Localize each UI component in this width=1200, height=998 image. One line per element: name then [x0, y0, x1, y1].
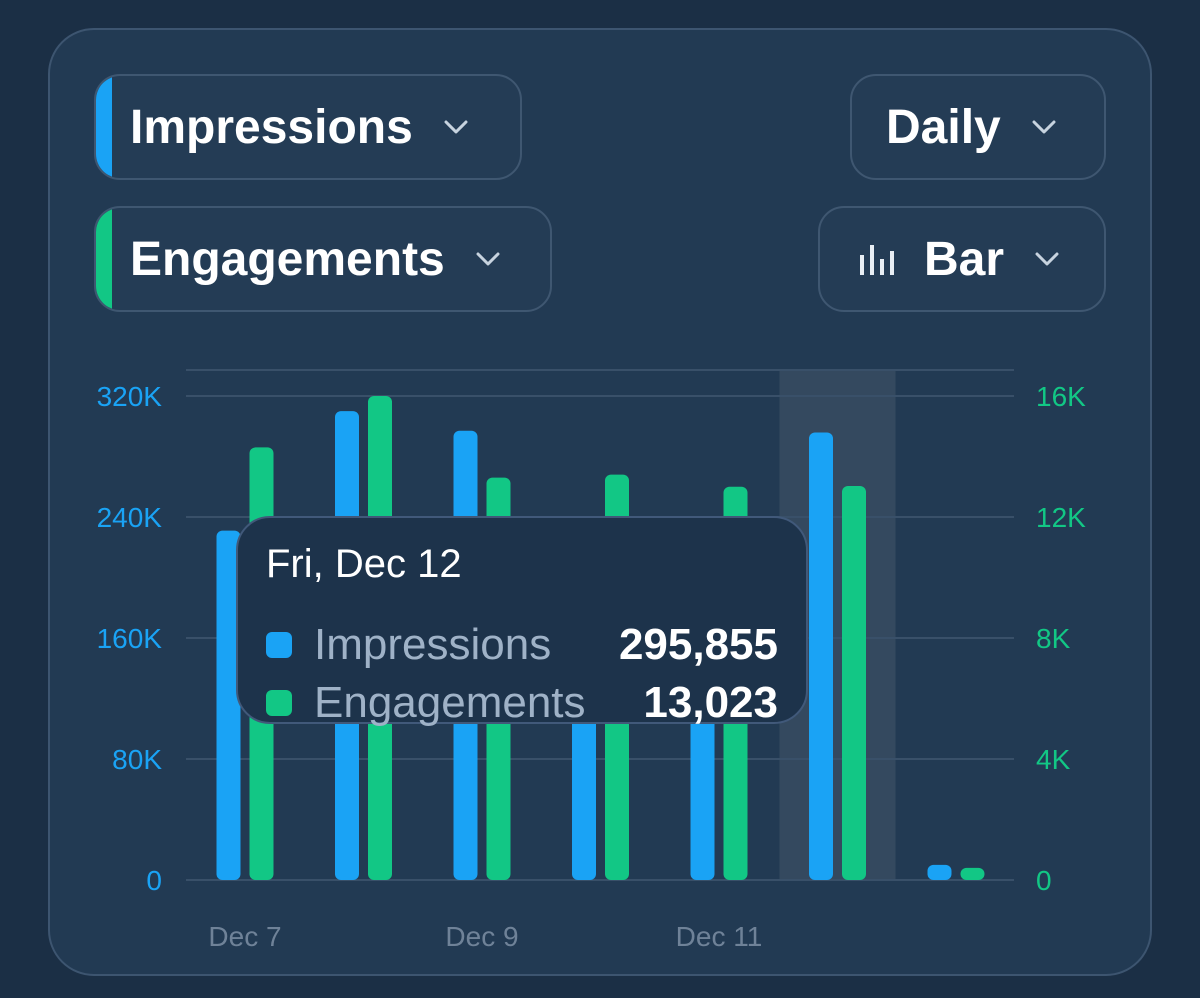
impressions-bar	[809, 432, 833, 880]
metric2-dropdown[interactable]: Engagements	[94, 206, 552, 312]
right-axis-tick-label: 4K	[1036, 744, 1071, 775]
tooltip-metric-name: Engagements	[314, 678, 586, 727]
tooltip-date: Fri, Dec 12	[266, 542, 462, 586]
x-axis-tick-label: Dec 11	[676, 921, 763, 952]
metric1-dropdown[interactable]: Impressions	[94, 74, 522, 180]
period-label: Daily	[886, 100, 1001, 154]
impressions-bar	[216, 530, 241, 880]
impressions-bar	[927, 864, 952, 880]
right-axis-tick-label: 16K	[1036, 381, 1086, 412]
impressions-dot-icon	[266, 632, 292, 658]
chevron-down-icon	[1032, 120, 1056, 134]
x-axis-tick-label: Dec 9	[445, 921, 518, 952]
tooltip-metric-value: 13,023	[643, 678, 778, 727]
chevron-down-icon	[476, 252, 500, 266]
chart-type-dropdown[interactable]: Bar	[818, 206, 1106, 312]
engagements-dot-icon	[266, 690, 292, 716]
tooltip-row-engagements: Engagements 13,023	[266, 678, 778, 728]
x-axis-tick-label: Dec 7	[208, 921, 281, 952]
chart-tooltip: Fri, Dec 12 Impressions 295,855 Engageme…	[236, 516, 808, 727]
chevron-down-icon	[1035, 252, 1059, 266]
right-axis-tick-label: 0	[1036, 865, 1052, 896]
right-axis-tick-label: 12K	[1036, 502, 1086, 533]
metric2-label: Engagements	[130, 232, 445, 286]
engagements-bar	[960, 867, 985, 880]
left-axis-tick-label: 0	[146, 865, 162, 896]
chart-type-label: Bar	[924, 232, 1005, 286]
tooltip-metric-name: Impressions	[314, 620, 552, 669]
left-axis-tick-label: 320K	[97, 381, 163, 412]
right-axis-tick-label: 8K	[1036, 623, 1071, 654]
left-axis-tick-label: 80K	[112, 744, 162, 775]
tooltip-metric-value: 295,855	[618, 620, 778, 669]
tooltip-row-impressions: Impressions 295,855	[266, 620, 778, 670]
period-dropdown[interactable]: Daily	[850, 74, 1106, 180]
metric1-color-indicator	[96, 76, 112, 178]
engagements-bar	[842, 486, 866, 880]
bar-chart-icon	[860, 245, 894, 275]
metric1-label: Impressions	[130, 100, 413, 154]
left-axis-tick-label: 240K	[97, 502, 163, 533]
chevron-down-icon	[444, 120, 468, 134]
left-axis-tick-label: 160K	[97, 623, 163, 654]
metric2-color-indicator	[96, 208, 112, 310]
